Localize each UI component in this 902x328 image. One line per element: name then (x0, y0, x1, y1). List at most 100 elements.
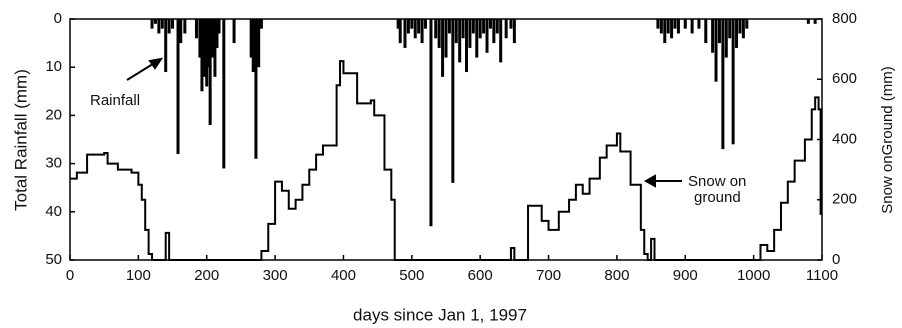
rain-bar (676, 19, 680, 34)
rain-bar (249, 19, 253, 58)
rain-bar (254, 19, 258, 159)
rain-bar (663, 19, 667, 44)
x-axis-title: days since Jan 1, 1997 (353, 305, 527, 324)
rain-bar (398, 19, 402, 44)
y-tick-label: 50 (45, 251, 62, 268)
rain-bar (259, 19, 263, 29)
rain-bar (509, 19, 513, 29)
rain-bar (171, 19, 175, 29)
rain-bar (429, 19, 433, 227)
rain-bar (670, 19, 674, 39)
rain-bar (482, 19, 486, 34)
rain-bar (153, 19, 157, 24)
rain-bar (444, 19, 448, 58)
rain-bar (417, 19, 421, 34)
rain-bar (413, 19, 417, 39)
rain-bar (806, 19, 810, 24)
rain-bar (454, 19, 458, 44)
x-tick-label: 0 (66, 267, 74, 284)
rain-bar (215, 19, 219, 48)
rain-bar (738, 19, 742, 34)
rain-bar (403, 19, 407, 48)
rain-bar (423, 19, 427, 29)
snow-line (70, 60, 822, 261)
rain-bar (441, 19, 445, 77)
rain-bar (164, 19, 168, 73)
rain-bar (461, 19, 465, 39)
y-tick-label: 0 (54, 10, 62, 27)
x-tick-label: 500 (399, 267, 424, 284)
rain-bar (471, 19, 475, 34)
annotation-arrows (126, 57, 682, 188)
rain-bar (499, 19, 503, 63)
y2-axis-title: Snow onGround (mm) (879, 66, 896, 214)
rain-bar (437, 19, 441, 48)
y2-tick-label: 200 (832, 191, 857, 208)
rain-bar (475, 19, 479, 58)
x-tick-label: 300 (263, 267, 288, 284)
rain-bar (451, 19, 455, 183)
rain-bar (485, 19, 489, 53)
rain-bar (711, 19, 715, 53)
rain-bar (731, 19, 735, 145)
rain-bar (492, 19, 496, 44)
rain-bar (213, 19, 217, 77)
rain-bar (232, 19, 236, 44)
rain-bar (724, 19, 728, 58)
rain-bar (434, 19, 438, 39)
rain-bar (160, 19, 164, 29)
rain-bar (735, 19, 739, 48)
rain-bar (179, 19, 183, 44)
annotation: ground (694, 189, 741, 206)
rain-bar (721, 19, 725, 150)
rain-bar (458, 19, 462, 63)
rain-bar (813, 19, 817, 24)
y2-tick-label: 600 (832, 70, 857, 87)
x-tick-label: 1100 (806, 267, 838, 284)
x-tick-label: 200 (194, 267, 219, 284)
annotation: Rainfall (90, 92, 140, 109)
rain-bar (257, 19, 261, 68)
annotation: Snow on (688, 173, 746, 190)
rain-bar (488, 19, 492, 29)
x-tick-label: 400 (331, 267, 356, 284)
rain-bar (465, 19, 469, 73)
rain-bar (504, 19, 508, 39)
rain-bar (690, 19, 694, 34)
x-tick-label: 900 (673, 267, 698, 284)
rain-bar (512, 19, 516, 44)
rain-bar (210, 19, 214, 58)
x-tick-label: 800 (604, 267, 629, 284)
rain-bar (202, 19, 206, 77)
rain-bar (157, 19, 161, 34)
rain-bar (717, 19, 721, 44)
x-tick-label: 1000 (737, 267, 770, 284)
rain-bar (217, 19, 221, 34)
rain-bar (447, 19, 451, 34)
rain-bar (222, 19, 226, 169)
rain-bar (728, 19, 732, 39)
y2-tick-label: 800 (832, 10, 857, 27)
rain-bar (167, 19, 171, 34)
rain-bar (683, 19, 687, 29)
rain-bar (659, 19, 663, 34)
rain-bar (714, 19, 718, 82)
rain-bar (745, 19, 749, 29)
rain-bar (704, 19, 708, 44)
rain-bar (410, 19, 414, 29)
rain-bar (495, 19, 499, 34)
rain-bar (420, 19, 424, 44)
rain-bar (406, 19, 410, 34)
rain-bar (673, 19, 677, 29)
rain-bar (666, 19, 670, 34)
rain-bar (205, 19, 209, 87)
x-tick-label: 600 (468, 267, 493, 284)
x-tick-label: 100 (126, 267, 151, 284)
y2-tick-label: 0 (832, 251, 840, 268)
y-tick-label: 10 (45, 58, 62, 75)
y-tick-label: 20 (45, 106, 62, 123)
rain-bar (150, 19, 154, 29)
rain-bar (656, 19, 660, 29)
rain-bar (697, 19, 701, 29)
